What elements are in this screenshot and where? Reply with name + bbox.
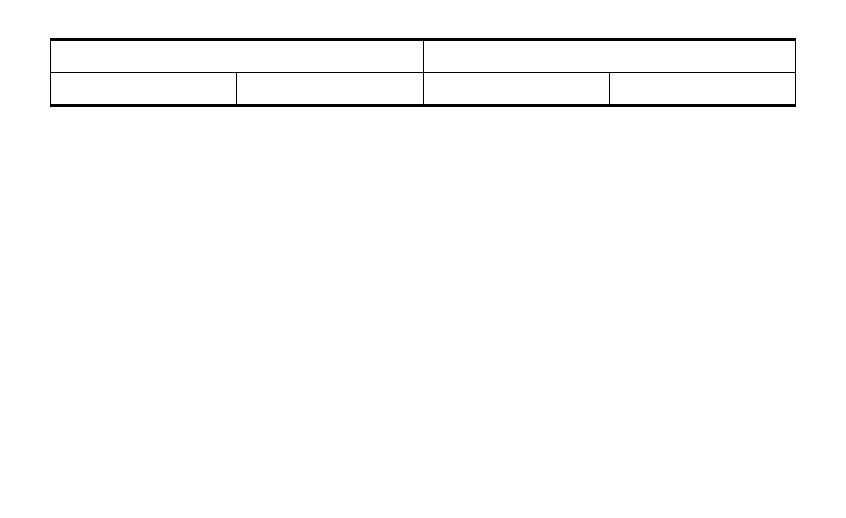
group-header-row xyxy=(51,41,796,73)
sub-header-row xyxy=(51,73,796,105)
top-group-header xyxy=(51,41,424,73)
bottom-group-header xyxy=(423,41,796,73)
price-ranking-table xyxy=(50,40,796,105)
top-price-header xyxy=(237,73,423,105)
bottom-city-header xyxy=(423,73,609,105)
table-container xyxy=(50,38,796,107)
top-city-header xyxy=(51,73,237,105)
bottom-price-header xyxy=(609,73,795,105)
